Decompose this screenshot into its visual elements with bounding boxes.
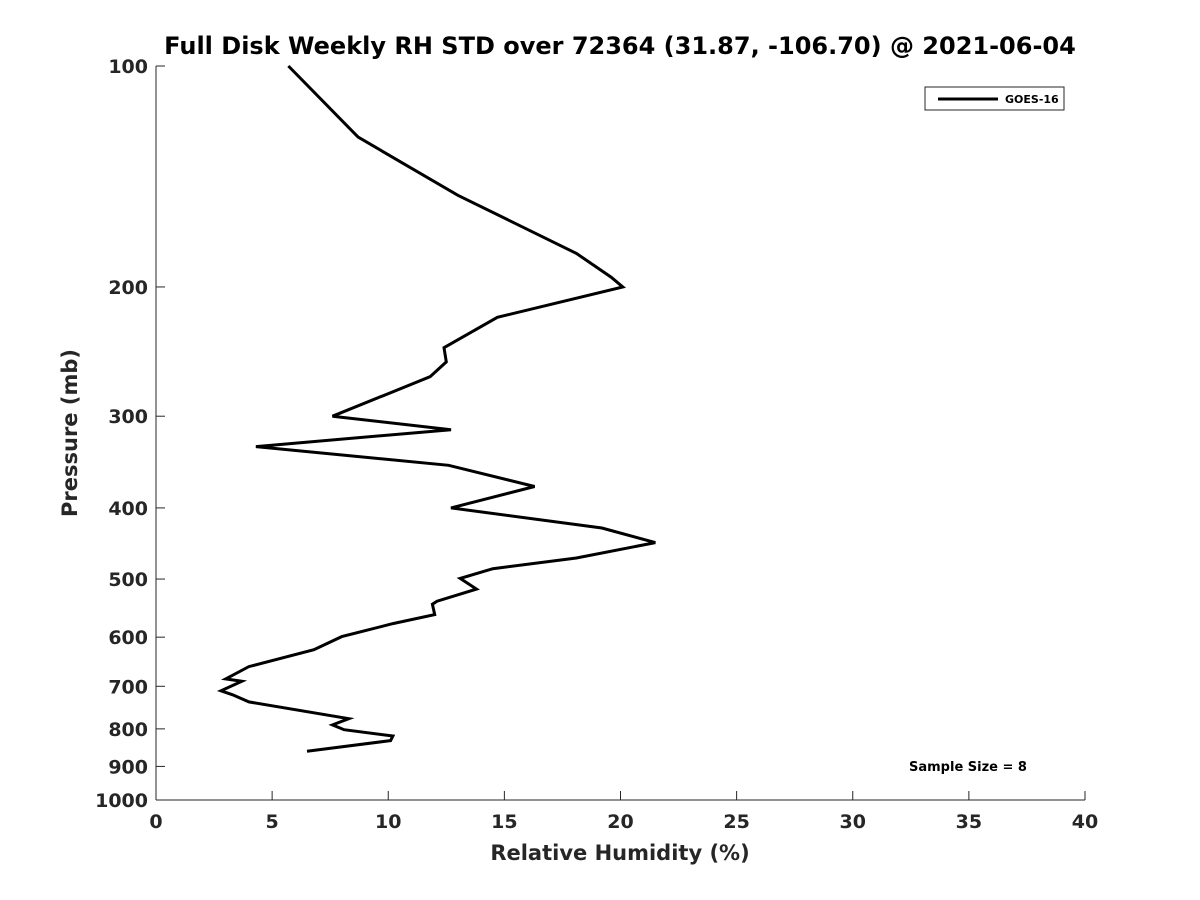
sample-size-annotation: Sample Size = 8 bbox=[909, 760, 1027, 775]
legend: GOES-16 bbox=[924, 86, 1065, 111]
y-axis-label: Pressure (mb) bbox=[58, 349, 82, 517]
x-axis-ticks: 0 5 10 15 20 25 30 35 40 bbox=[149, 791, 1098, 833]
y-tick-label: 1000 bbox=[95, 790, 148, 812]
chart-title: Full Disk Weekly RH STD over 72364 (31.8… bbox=[164, 32, 1076, 60]
y-tick-label: 500 bbox=[108, 569, 148, 591]
x-tick-label: 15 bbox=[491, 811, 517, 833]
x-axis-label: Relative Humidity (%) bbox=[490, 841, 749, 865]
x-tick-label: 25 bbox=[723, 811, 749, 833]
x-tick-label: 40 bbox=[1072, 811, 1098, 833]
y-axis-ticks: 100 200 300 400 500 600 700 800 900 1000 bbox=[95, 56, 165, 812]
x-tick-label: 10 bbox=[375, 811, 401, 833]
y-tick-label: 700 bbox=[108, 676, 148, 698]
x-tick-label: 35 bbox=[956, 811, 982, 833]
y-tick-label: 100 bbox=[108, 56, 148, 78]
y-tick-label: 300 bbox=[108, 406, 148, 428]
y-tick-label: 800 bbox=[108, 719, 148, 741]
legend-label-goes-16: GOES-16 bbox=[1005, 93, 1059, 106]
y-tick-label: 900 bbox=[108, 756, 148, 778]
x-tick-label: 0 bbox=[149, 811, 162, 833]
series-line-goes-16 bbox=[216, 64, 656, 753]
x-tick-label: 30 bbox=[840, 811, 866, 833]
plot-frame bbox=[155, 66, 1085, 801]
y-tick-label: 600 bbox=[108, 627, 148, 649]
y-tick-label: 200 bbox=[108, 277, 148, 299]
x-tick-label: 5 bbox=[266, 811, 279, 833]
x-tick-label: 20 bbox=[607, 811, 633, 833]
y-tick-label: 400 bbox=[108, 498, 148, 520]
